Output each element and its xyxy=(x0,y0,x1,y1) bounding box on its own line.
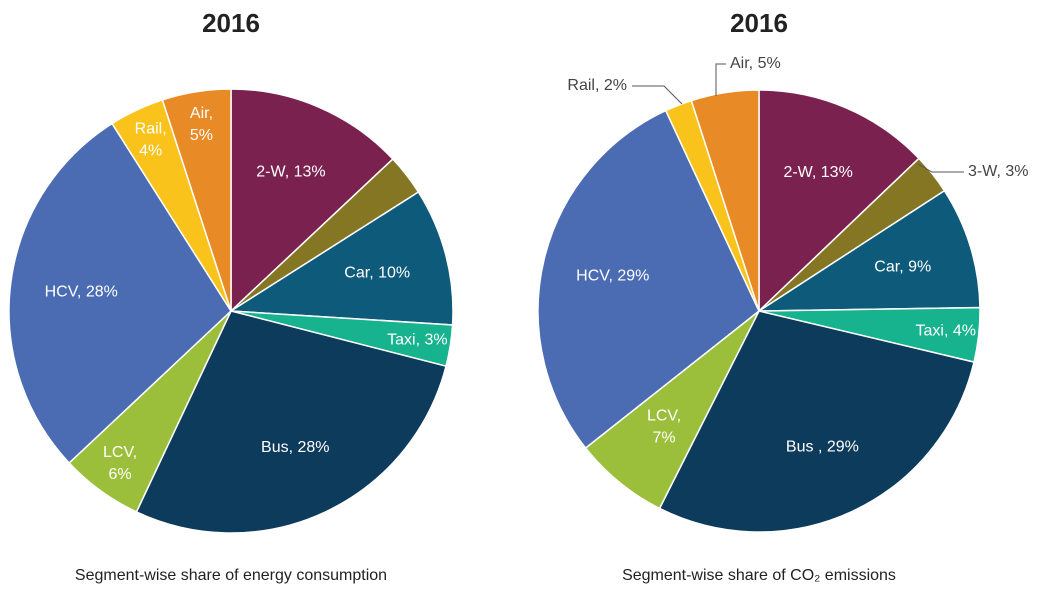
pie-slice xyxy=(690,89,760,312)
leader-line xyxy=(715,63,726,96)
pie-slice xyxy=(658,310,975,533)
pie-slice xyxy=(161,88,232,312)
pie-slice xyxy=(537,109,760,450)
data-label: 2-W, 13% xyxy=(783,164,852,181)
data-label: Rail, 2% xyxy=(567,77,627,94)
pie-slice xyxy=(756,189,981,312)
data-label: Car, 10% xyxy=(344,265,410,282)
data-label: Air, xyxy=(190,105,213,122)
leader-line xyxy=(917,163,964,173)
data-label: Taxi, 4% xyxy=(916,323,976,340)
data-label: 2-W, 13% xyxy=(256,164,325,181)
caption: Segment-wise share of CO₂ emissions xyxy=(622,567,896,584)
data-label: 5% xyxy=(190,127,213,144)
data-label: HCV, 29% xyxy=(576,267,649,284)
data-label: LCV, xyxy=(647,408,681,425)
data-label: Rail, xyxy=(135,120,167,137)
pie-slice xyxy=(135,310,447,534)
data-label: Taxi, 3% xyxy=(387,332,447,349)
data-label: Bus, 28% xyxy=(261,439,329,456)
data-label: LCV, xyxy=(103,444,137,461)
pie-slice xyxy=(228,191,454,326)
data-label: Air, 5% xyxy=(730,55,781,72)
pie-slice xyxy=(230,88,394,313)
pie-slice xyxy=(758,89,920,313)
caption: Segment-wise share of energy consumption xyxy=(75,567,387,584)
chart-title: 2016 xyxy=(730,8,788,38)
data-label: HCV, 28% xyxy=(45,283,118,300)
pie-slice xyxy=(8,122,232,465)
data-label: 3-W, 3% xyxy=(968,163,1028,180)
data-label: Bus , 29% xyxy=(786,438,859,455)
data-label: Car, 9% xyxy=(874,258,931,275)
chart-title: 2016 xyxy=(202,8,260,38)
data-label: 7% xyxy=(652,430,675,447)
data-label: 4% xyxy=(139,142,162,159)
leader-line xyxy=(632,85,683,105)
data-label: 6% xyxy=(109,466,132,483)
